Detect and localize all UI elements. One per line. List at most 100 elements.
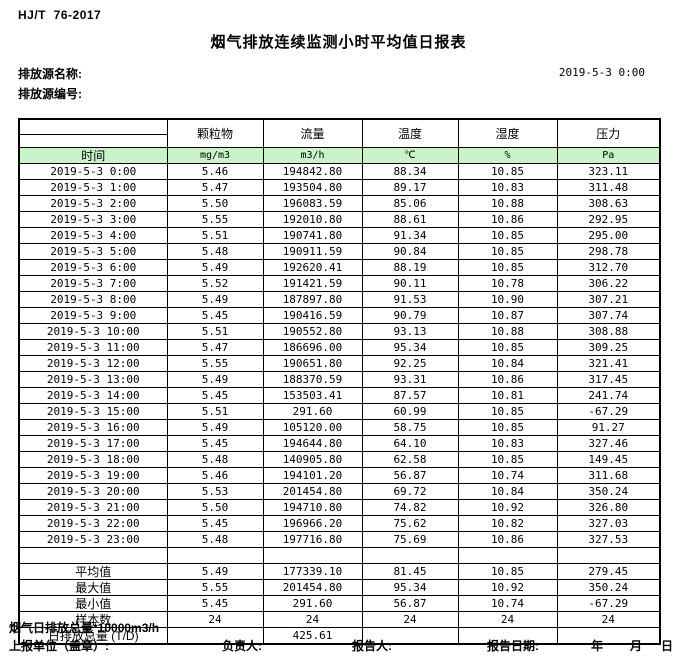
value-cell: 5.48 [166,243,264,260]
data-row: 2019-5-3 13:00 5.49 188370.59 93.31 10.86 317… [18,371,661,388]
value-cell: 5.48 [166,451,264,468]
value-cell: 75.69 [361,531,459,548]
time-cell: 2019-5-3 12:00 [18,355,168,372]
data-row: 2019-5-3 5:00 5.48 190911.59 90.84 10.85 298.… [18,243,661,260]
value-cell: 5.53 [166,483,264,500]
value-cell: 10.86 [457,211,558,228]
value-cell: 5.45 [166,595,264,612]
value-cell: 87.57 [361,387,459,404]
time-cell: 2019-5-3 3:00 [18,211,168,228]
value-cell: 350.24 [556,483,661,500]
value-cell: 190416.59 [262,307,363,324]
value-cell: 306.22 [556,275,661,292]
value-cell: 5.55 [166,211,264,228]
value-cell: 10.88 [457,323,558,340]
value-cell: 327.53 [556,531,661,548]
value-cell: 10.84 [457,483,558,500]
value-cell: 327.03 [556,515,661,532]
time-cell: 2019-5-3 22:00 [18,515,168,532]
report-datetime: 2019-5-3 0:00 [558,66,645,79]
value-cell: 56.87 [361,467,459,484]
value-cell: 321.41 [556,355,661,372]
value-cell: 10.85 [457,227,558,244]
value-cell: 10.86 [457,531,558,548]
value-cell: 323.11 [556,163,661,180]
report-date-label: 报告日期: [487,639,539,653]
data-row: 2019-5-3 14:00 5.45 153503.41 87.57 10.81 241… [18,387,661,404]
value-cell: 153503.41 [262,387,363,404]
time-cell: 2019-5-3 14:00 [18,387,168,404]
value-cell: 10.85 [457,563,558,580]
standard-number: HJ/T 76-2017 [18,8,102,22]
data-row: 2019-5-3 12:00 5.55 190651.80 92.25 10.84 321… [18,355,661,372]
value-cell: 91.34 [361,227,459,244]
value-cell: 298.78 [556,243,661,260]
hourly-average-table: 颗粒物 流量 温度 湿度 压力 时间 mg/m3 m3/h ℃ % Pa 201… [18,118,661,645]
column-header-temperature: 温度 [361,118,459,148]
data-row: 2019-5-3 15:00 5.51 291.60 60.99 10.85 -67.29 [18,403,661,420]
unit-cell-particulate: mg/m3 [166,147,264,164]
time-cell: 2019-5-3 9:00 [18,307,168,324]
summary-label: 最大值 [18,579,168,596]
value-cell: 10.81 [457,387,558,404]
value-cell: 5.49 [166,291,264,308]
value-cell: 5.49 [166,563,264,580]
column-header-pressure: 压力 [556,118,661,148]
value-cell: 5.47 [166,339,264,356]
value-cell: 10.92 [457,499,558,516]
value-cell: 10.82 [457,515,558,532]
time-cell: 2019-5-3 15:00 [18,403,168,420]
value-cell: 5.45 [166,387,264,404]
value-cell: 10.83 [457,435,558,452]
value-cell: 10.78 [457,275,558,292]
summary-row: 样本数 24 24 24 24 24 [18,611,661,628]
data-row: 2019-5-3 0:00 5.46 194842.80 88.34 10.85 323.… [18,163,661,180]
value-cell: 291.60 [262,403,363,420]
value-cell: 311.68 [556,467,661,484]
value-cell: 5.50 [166,499,264,516]
value-cell: 5.47 [166,179,264,196]
value-cell: 69.72 [361,483,459,500]
value-cell: 186696.00 [262,339,363,356]
value-cell: 5.51 [166,403,264,420]
value-cell: 193504.80 [262,179,363,196]
data-row: 2019-5-3 6:00 5.49 192620.41 88.19 10.85 312.… [18,259,661,276]
value-cell: 149.45 [556,451,661,468]
value-cell: 201454.80 [262,579,363,596]
value-cell: 88.61 [361,211,459,228]
value-cell: 95.34 [361,339,459,356]
value-cell: 307.74 [556,307,661,324]
value-cell: 10.83 [457,179,558,196]
data-row: 2019-5-3 3:00 5.55 192010.80 88.61 10.86 292.… [18,211,661,228]
time-cell [18,547,168,564]
value-cell: 177339.10 [262,563,363,580]
value-cell: 5.46 [166,163,264,180]
value-cell: 190651.80 [262,355,363,372]
column-header-humidity: 湿度 [457,118,558,148]
value-cell: 5.51 [166,227,264,244]
value-cell: 10.87 [457,307,558,324]
spacer-row [18,547,661,564]
value-cell: 10.84 [457,355,558,372]
value-cell: 308.63 [556,195,661,212]
source-code-label: 排放源编号: [18,87,82,101]
value-cell: 327.46 [556,435,661,452]
value-cell: 24 [361,611,459,628]
time-cell: 2019-5-3 16:00 [18,419,168,436]
value-cell: -67.29 [556,595,661,612]
value-cell: 5.45 [166,307,264,324]
unit-cell-pressure: Pa [556,147,661,164]
unit-row: 时间 mg/m3 m3/h ℃ % Pa [18,147,661,164]
value-cell: 292.95 [556,211,661,228]
value-cell: 307.21 [556,291,661,308]
value-cell: 58.75 [361,419,459,436]
empty-header-cell-top [18,118,168,135]
summary-row: 日排放总量 (T/D) 425.61 [18,627,661,645]
value-cell: 64.10 [361,435,459,452]
value-cell: 60.99 [361,403,459,420]
summary-row: 最小值 5.45 291.60 56.87 10.74 -67.29 [18,595,661,612]
value-cell: 5.49 [166,419,264,436]
source-name-label: 排放源名称: [18,67,82,81]
value-cell: 62.58 [361,451,459,468]
value-cell: 5.48 [166,531,264,548]
